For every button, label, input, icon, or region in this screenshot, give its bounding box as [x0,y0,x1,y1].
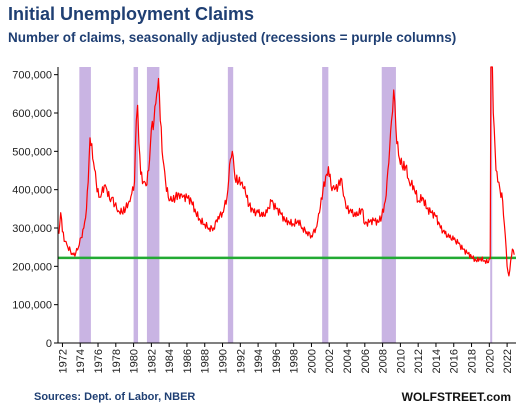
x-tick-label: 2016 [449,349,461,373]
x-tick-label: 2020 [484,349,496,373]
recession-column [133,67,139,343]
x-tick-label: 1980 [129,349,141,373]
y-tick-label: 0 [46,338,52,350]
x-tick-layer: 1972 1974 1976 1978 1980 1982 1984 1986 1988 1990… [57,343,514,373]
recession-column [79,67,91,343]
x-tick-label: 1998 [289,349,301,373]
x-tick-label: 1994 [253,349,265,373]
recession-layer [79,67,493,343]
y-tick-label: 600,000 [12,108,52,120]
x-tick-label: 1990 [218,349,230,373]
x-tick-label: 2018 [467,349,479,373]
x-tick-label: 2002 [324,349,336,373]
recession-column [490,67,493,343]
x-tick-label: 1978 [111,349,123,373]
y-tick-label: 400,000 [12,185,52,197]
x-tick-label: 2000 [306,349,318,373]
recession-column [322,67,329,343]
x-tick-label: 1976 [93,349,105,373]
x-tick-label: 2004 [342,349,354,373]
recession-column [146,67,160,343]
y-tick-label: 300,000 [12,223,52,235]
x-tick-label: 2012 [413,349,425,373]
brand-logo-text: WOLFSTREET.com [401,390,511,404]
y-tick-label: 700,000 [12,70,52,82]
x-tick-label: 1984 [164,349,176,373]
source-note: Sources: Dept. of Labor, NBER [34,391,196,403]
line-layer [58,66,515,277]
recession-column [381,67,396,343]
x-tick-label: 1972 [57,349,69,373]
x-tick-label: 1996 [271,349,283,373]
chart-title: Initial Unemployment Claims [8,4,255,24]
recession-column [227,67,234,343]
x-tick-label: 1982 [146,349,158,373]
x-tick-label: 2006 [360,349,372,373]
chart-subtitle: Number of claims, seasonally adjusted (r… [8,30,457,45]
x-tick-label: 2010 [395,349,407,373]
x-tick-label: 2022 [502,349,514,373]
y-tick-label: 100,000 [12,300,52,312]
x-tick-label: 2008 [378,349,390,373]
y-tick-label: 500,000 [12,146,52,158]
y-tick-layer: 0 100,000 200,000 300,000 400,000 500,000 600,… [12,70,58,350]
x-tick-label: 1988 [200,349,212,373]
x-tick-label: 2014 [431,349,443,373]
x-tick-label: 1974 [75,349,87,373]
x-tick-label: 1992 [235,349,247,373]
x-tick-label: 1986 [182,349,194,373]
claims-line [58,66,515,277]
y-tick-label: 200,000 [12,261,52,273]
